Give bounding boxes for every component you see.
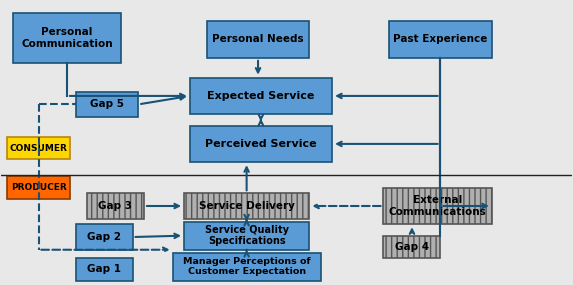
Text: PRODUCER: PRODUCER bbox=[11, 183, 66, 192]
Text: Past Experience: Past Experience bbox=[393, 34, 488, 44]
FancyBboxPatch shape bbox=[76, 258, 132, 281]
Text: Expected Service: Expected Service bbox=[207, 91, 315, 101]
FancyBboxPatch shape bbox=[383, 188, 492, 224]
Text: Gap 4: Gap 4 bbox=[395, 242, 429, 252]
Text: Service Quality
Specifications: Service Quality Specifications bbox=[205, 225, 289, 247]
FancyBboxPatch shape bbox=[172, 253, 321, 281]
FancyBboxPatch shape bbox=[7, 176, 70, 199]
FancyBboxPatch shape bbox=[389, 21, 492, 58]
FancyBboxPatch shape bbox=[383, 236, 441, 258]
Text: Manager Perceptions of
Customer Expectation: Manager Perceptions of Customer Expectat… bbox=[183, 257, 311, 276]
FancyBboxPatch shape bbox=[76, 224, 132, 250]
Text: Gap 1: Gap 1 bbox=[87, 264, 121, 274]
FancyBboxPatch shape bbox=[76, 92, 138, 117]
FancyBboxPatch shape bbox=[7, 137, 70, 159]
FancyBboxPatch shape bbox=[87, 193, 144, 219]
Text: Personal
Communication: Personal Communication bbox=[21, 27, 113, 49]
Text: Gap 2: Gap 2 bbox=[87, 232, 121, 242]
FancyBboxPatch shape bbox=[207, 21, 309, 58]
Text: Service Delivery: Service Delivery bbox=[199, 201, 295, 211]
FancyBboxPatch shape bbox=[184, 193, 309, 219]
FancyBboxPatch shape bbox=[190, 78, 332, 114]
Text: Personal Needs: Personal Needs bbox=[212, 34, 304, 44]
Text: Perceived Service: Perceived Service bbox=[205, 139, 317, 149]
Text: External
Communications: External Communications bbox=[388, 195, 486, 217]
FancyBboxPatch shape bbox=[190, 126, 332, 162]
FancyBboxPatch shape bbox=[184, 221, 309, 250]
FancyBboxPatch shape bbox=[13, 13, 121, 64]
Text: Gap 5: Gap 5 bbox=[90, 99, 124, 109]
Text: CONSUMER: CONSUMER bbox=[10, 144, 68, 153]
Text: Gap 3: Gap 3 bbox=[99, 201, 132, 211]
